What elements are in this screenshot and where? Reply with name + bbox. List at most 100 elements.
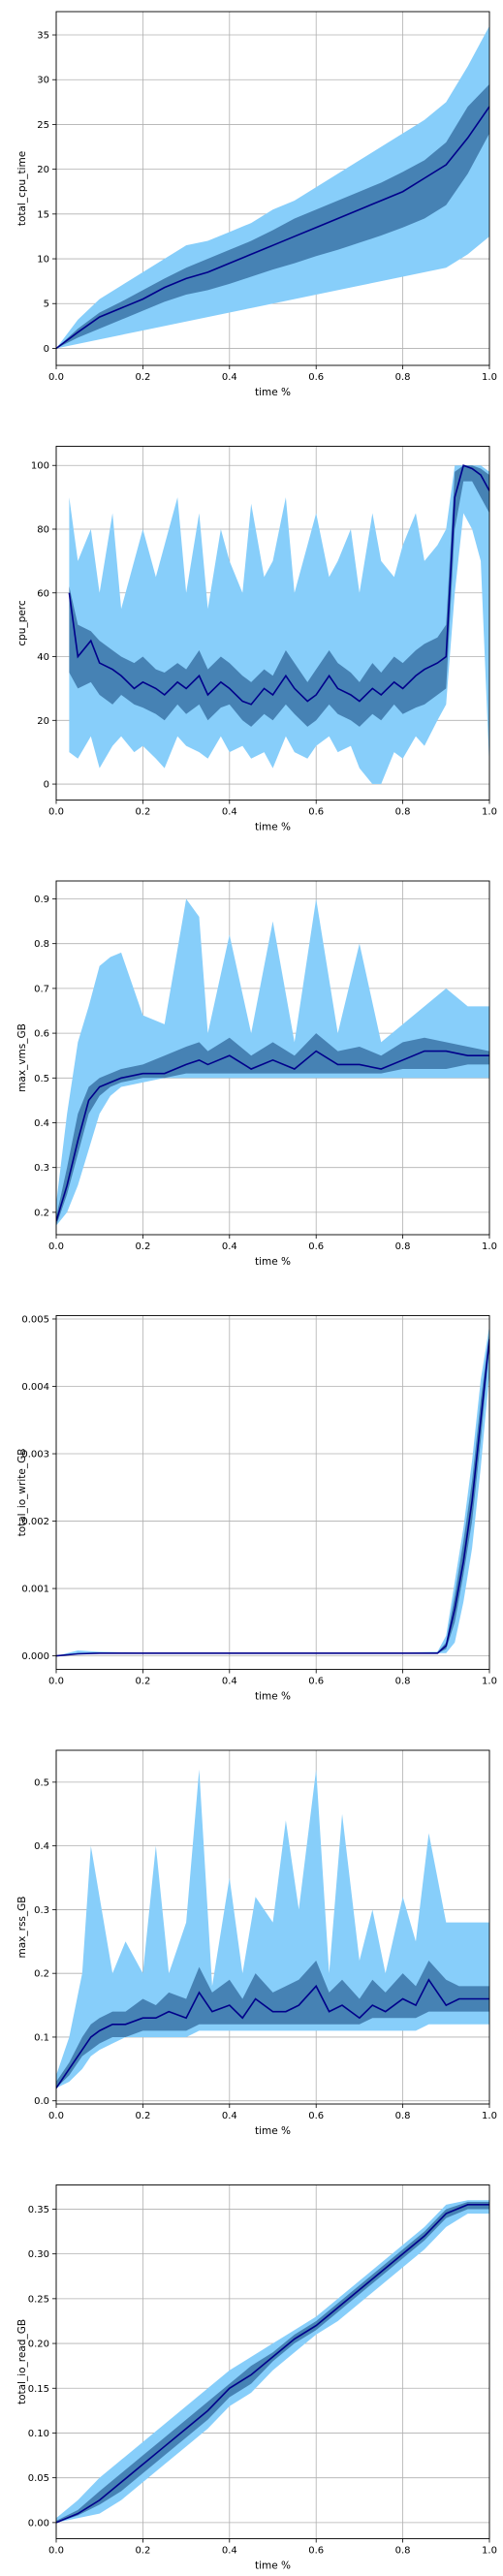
x-axis-label: time % xyxy=(255,2125,291,2137)
axes-frame xyxy=(55,446,490,801)
x-tick-label: 0.8 xyxy=(395,807,411,818)
x-tick-label: 1.0 xyxy=(482,1241,497,1252)
outer-band xyxy=(69,465,489,785)
x-tick-label: 0.2 xyxy=(135,1677,150,1687)
x-tick-label: 0.4 xyxy=(222,1677,237,1687)
chart-panel: 0.0 0.2 0.4 0.6 0.8 1.0 0.000 0.001 0.002 0.003 0.… xyxy=(16,1314,497,1702)
y-tick-label: 0 xyxy=(44,780,49,791)
outer-band xyxy=(56,1325,489,1656)
y-tick-label: 25 xyxy=(37,120,49,131)
inner-band xyxy=(69,465,489,727)
y-axis-label: total_io_read_GB xyxy=(16,2319,28,2404)
x-tick-label: 0.2 xyxy=(135,372,150,383)
x-tick-label: 0.0 xyxy=(48,2111,64,2121)
x-tick-label: 0.2 xyxy=(135,1241,150,1252)
y-tick-label: 0.4 xyxy=(34,1841,49,1852)
median-line xyxy=(56,1050,489,1222)
median-line xyxy=(56,106,489,350)
axes-frame xyxy=(55,1315,490,1670)
x-tick-label: 0.6 xyxy=(308,807,324,818)
y-axis-label: max_rss_GB xyxy=(16,1897,28,1959)
y-tick-label: 0.9 xyxy=(34,895,49,905)
y-tick-label: 20 xyxy=(37,716,49,727)
x-axis-label: time % xyxy=(255,822,291,833)
plot-area xyxy=(56,25,489,350)
x-tick-label: 1.0 xyxy=(482,1677,497,1687)
inner-band xyxy=(56,1033,489,1226)
y-axis-label: total_io_write_GB xyxy=(16,1449,28,1537)
y-tick-label: 0.5 xyxy=(34,1074,49,1084)
y-tick-label: 0.005 xyxy=(21,1314,49,1325)
y-tick-label: 35 xyxy=(37,31,49,42)
x-tick-label: 0.8 xyxy=(395,372,411,383)
y-tick-label: 0.3 xyxy=(34,1163,49,1174)
x-tick-label: 1.0 xyxy=(482,807,497,818)
y-tick-label: 0.5 xyxy=(34,1777,49,1788)
x-tick-label: 0.4 xyxy=(222,372,237,383)
x-tick-label: 1.0 xyxy=(482,2111,497,2121)
median-line xyxy=(68,464,489,706)
x-tick-label: 0.6 xyxy=(308,1241,324,1252)
inner-band xyxy=(56,2202,489,2523)
x-tick-label: 0.4 xyxy=(222,807,237,818)
y-tick-label: 0.7 xyxy=(34,984,49,994)
y-tick-label: 0.6 xyxy=(34,1029,49,1040)
x-tick-label: 0.6 xyxy=(308,372,324,383)
median-line xyxy=(56,1338,489,1657)
x-tick-label: 0.4 xyxy=(222,2111,237,2121)
y-axis-label: total_cpu_time xyxy=(16,151,28,226)
chart-panel: 0.0 0.2 0.4 0.6 0.8 1.0 0.0 0.1 0.2 0.3 0.4 0.5 time… xyxy=(16,1749,497,2137)
y-tick-label: 10 xyxy=(37,255,49,266)
median-line xyxy=(56,1978,489,2089)
axes-frame xyxy=(55,11,490,366)
y-tick-label: 5 xyxy=(44,299,49,310)
x-tick-label: 1.0 xyxy=(482,2546,497,2557)
plot-area xyxy=(56,1769,489,2089)
x-tick-label: 0.8 xyxy=(395,2111,411,2121)
y-tick-label: 0.2 xyxy=(34,1208,49,1218)
y-tick-label: 0.00 xyxy=(28,2518,49,2529)
x-tick-label: 0.8 xyxy=(395,1677,411,1687)
y-tick-label: 80 xyxy=(37,524,49,535)
y-tick-label: 15 xyxy=(37,209,49,220)
y-tick-label: 0.003 xyxy=(21,1450,49,1461)
x-tick-label: 0.6 xyxy=(308,2111,324,2121)
inner-band xyxy=(56,1961,489,2089)
chart-panel: 0.0 0.2 0.4 0.6 0.8 1.0 0 5 10 15 20 25 30 35 time % to… xyxy=(16,11,497,398)
plot-area xyxy=(56,2200,489,2524)
chart-panel: 0.0 0.2 0.4 0.6 0.8 1.0 0.2 0.3 0.4 0.5 0.6 0.7 0.8 0… xyxy=(16,880,497,1268)
y-tick-label: 60 xyxy=(37,588,49,599)
x-tick-label: 0.4 xyxy=(222,1241,237,1252)
x-axis-label: time % xyxy=(255,1691,291,1703)
axes-frame xyxy=(55,1749,490,2105)
y-tick-label: 20 xyxy=(37,165,49,175)
y-tick-label: 0.4 xyxy=(34,1118,49,1129)
x-axis-label: time % xyxy=(255,387,291,398)
outer-band xyxy=(56,25,489,349)
y-tick-label: 100 xyxy=(31,461,49,472)
y-tick-label: 0 xyxy=(44,344,49,355)
y-tick-label: 0.35 xyxy=(28,2205,49,2215)
x-tick-label: 0.4 xyxy=(222,2546,237,2557)
plot-area xyxy=(56,898,489,1226)
axes-frame xyxy=(55,2184,490,2539)
x-tick-label: 0.0 xyxy=(48,372,64,383)
y-tick-label: 0.1 xyxy=(34,2032,49,2043)
x-tick-label: 0.6 xyxy=(308,1677,324,1687)
x-tick-label: 0.6 xyxy=(308,2546,324,2557)
y-tick-label: 0.15 xyxy=(28,2384,49,2395)
x-tick-label: 0.2 xyxy=(135,2111,150,2121)
y-axis-label: max_vms_GB xyxy=(16,1023,28,1092)
y-tick-label: 0.10 xyxy=(28,2429,49,2439)
y-tick-label: 0.25 xyxy=(28,2294,49,2305)
inner-band xyxy=(56,83,489,349)
y-tick-label: 0.001 xyxy=(21,1585,49,1595)
y-tick-label: 0.30 xyxy=(28,2249,49,2260)
chart-panel: 0.0 0.2 0.4 0.6 0.8 1.0 0.00 0.05 0.10 0.15 0.20 0.… xyxy=(16,2184,497,2572)
x-tick-label: 0.2 xyxy=(135,807,150,818)
x-tick-label: 0.0 xyxy=(48,1677,64,1687)
median-line xyxy=(56,2204,489,2524)
y-tick-label: 0.002 xyxy=(21,1517,49,1527)
x-tick-label: 0.0 xyxy=(48,807,64,818)
